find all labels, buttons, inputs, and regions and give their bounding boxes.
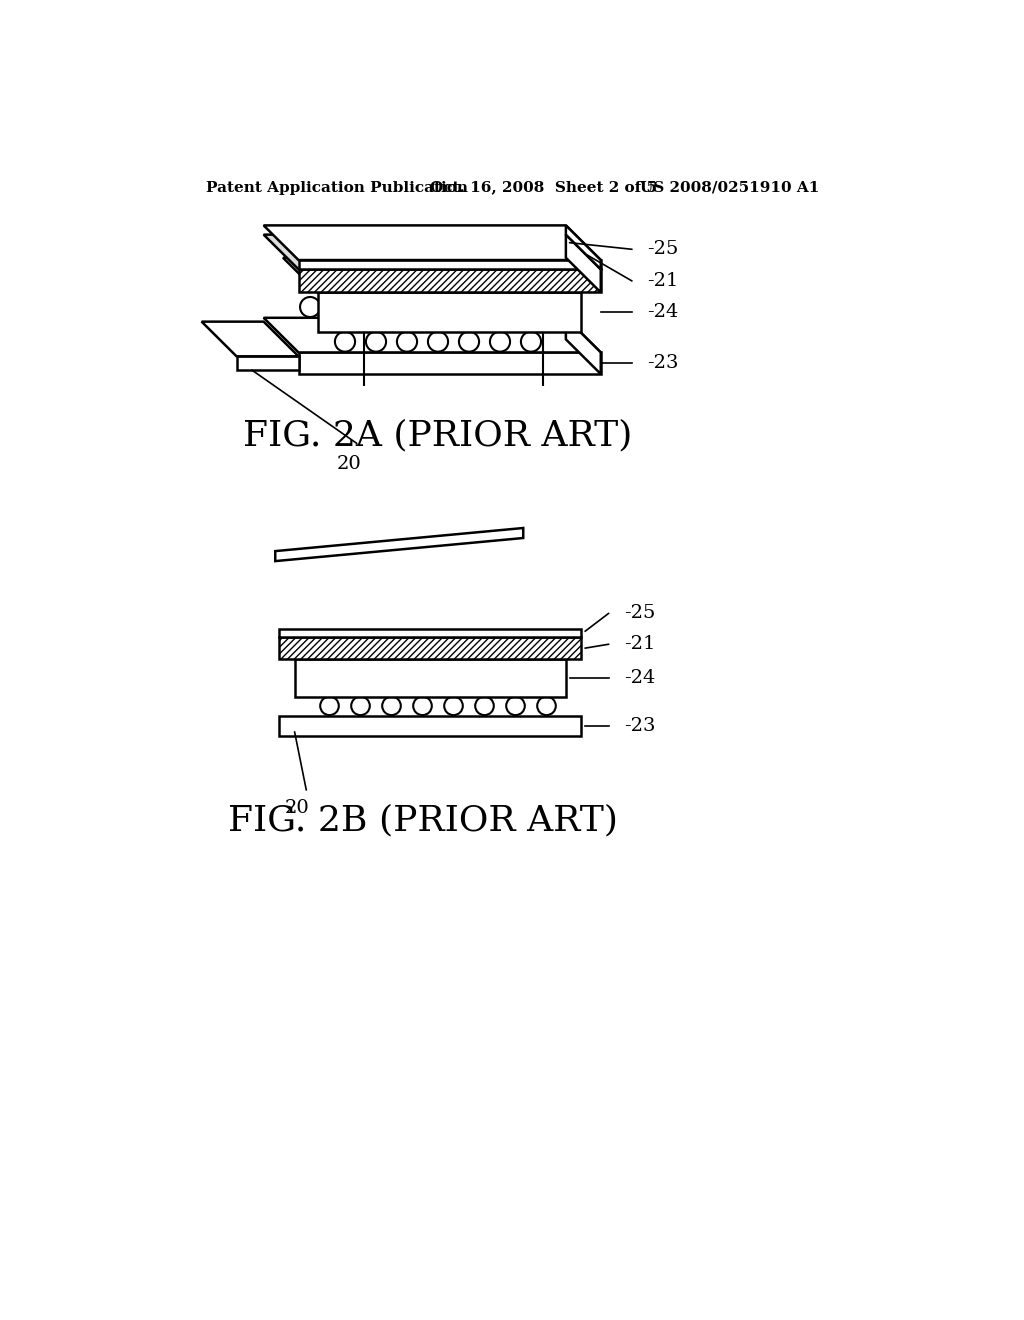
Circle shape (459, 331, 479, 351)
Circle shape (521, 331, 541, 351)
Polygon shape (566, 318, 601, 374)
Circle shape (414, 697, 432, 715)
Text: -25: -25 (647, 240, 679, 259)
Circle shape (455, 297, 475, 317)
Text: 20: 20 (337, 455, 361, 473)
Text: -24: -24 (624, 669, 655, 688)
Circle shape (428, 331, 449, 351)
Circle shape (382, 697, 400, 715)
Bar (299, 269, 601, 293)
Circle shape (362, 297, 382, 317)
Bar (295, 659, 566, 697)
Text: -23: -23 (647, 354, 679, 372)
Text: -21: -21 (647, 272, 679, 290)
Circle shape (506, 697, 524, 715)
Circle shape (424, 297, 444, 317)
Circle shape (393, 297, 414, 317)
Text: FIG. 2A (PRIOR ART): FIG. 2A (PRIOR ART) (244, 418, 633, 453)
Text: Oct. 16, 2008  Sheet 2 of 5: Oct. 16, 2008 Sheet 2 of 5 (430, 181, 657, 194)
Circle shape (538, 697, 556, 715)
Bar (317, 293, 582, 333)
Bar (280, 638, 582, 659)
Circle shape (351, 697, 370, 715)
Polygon shape (263, 318, 601, 352)
Polygon shape (202, 322, 299, 356)
Circle shape (300, 297, 321, 317)
Text: -23: -23 (624, 717, 655, 735)
Polygon shape (275, 528, 523, 561)
Text: -24: -24 (647, 304, 679, 321)
Circle shape (444, 697, 463, 715)
Text: Patent Application Publication: Patent Application Publication (206, 181, 468, 194)
Text: 20: 20 (285, 799, 309, 817)
Circle shape (397, 331, 417, 351)
Circle shape (366, 331, 386, 351)
Bar (280, 715, 582, 737)
Text: US 2008/0251910 A1: US 2008/0251910 A1 (640, 181, 819, 194)
Circle shape (486, 297, 506, 317)
Polygon shape (566, 235, 601, 293)
Circle shape (331, 297, 351, 317)
Bar (299, 260, 601, 269)
Polygon shape (283, 257, 582, 293)
Circle shape (475, 697, 494, 715)
Text: -25: -25 (624, 605, 655, 623)
Bar (299, 352, 601, 374)
Circle shape (321, 697, 339, 715)
Polygon shape (566, 226, 601, 269)
Polygon shape (263, 226, 601, 260)
Bar (280, 628, 582, 638)
Circle shape (489, 331, 510, 351)
Polygon shape (263, 235, 601, 269)
Text: -21: -21 (624, 635, 655, 653)
Text: FIG. 2B (PRIOR ART): FIG. 2B (PRIOR ART) (227, 804, 617, 838)
Bar (237, 356, 299, 370)
Circle shape (335, 331, 355, 351)
